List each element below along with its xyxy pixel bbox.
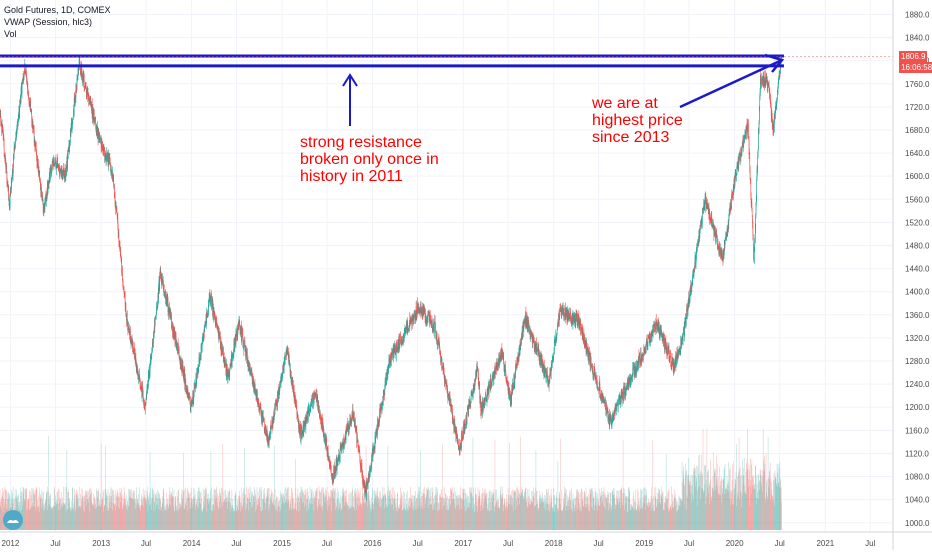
candle-body	[450, 395, 451, 403]
candle-body	[112, 173, 113, 174]
candle-body	[435, 331, 436, 335]
candle-body	[62, 166, 63, 169]
grid	[0, 0, 893, 532]
candle-body	[331, 467, 332, 475]
candle-body	[114, 184, 115, 192]
candle-body	[208, 316, 209, 317]
candle-body	[95, 119, 96, 125]
candle-body	[309, 414, 310, 415]
candle-body	[159, 275, 160, 291]
candle-body	[399, 339, 400, 342]
candle-body	[326, 440, 327, 447]
candle-body	[457, 438, 458, 439]
candle-body	[6, 167, 7, 170]
candle-body	[434, 322, 435, 333]
candle-body	[311, 402, 312, 403]
candle-body	[122, 269, 123, 280]
candle-body	[137, 369, 138, 370]
candle-body	[461, 435, 462, 449]
candle-body	[30, 102, 31, 109]
candle-body	[105, 153, 106, 155]
candle-body	[10, 198, 11, 208]
candle-body	[211, 296, 212, 302]
candle-body	[435, 323, 436, 330]
candle-body	[56, 170, 57, 171]
candle-body	[229, 368, 230, 375]
candle-body	[172, 327, 173, 328]
candle-body	[4, 143, 5, 156]
candle-body	[324, 433, 325, 440]
candle-body	[243, 340, 244, 348]
candle-body	[274, 418, 275, 419]
candle-body	[202, 341, 203, 347]
candle-body	[244, 347, 245, 348]
candle-body	[143, 391, 144, 398]
candle-body	[258, 399, 259, 401]
candle-body	[12, 179, 13, 182]
candle-body	[386, 377, 387, 385]
candle-body	[428, 316, 429, 322]
candle-body	[437, 338, 438, 341]
volume-bars	[0, 429, 782, 530]
candle-body	[52, 164, 53, 165]
candle-body	[107, 153, 108, 156]
candle-body	[84, 77, 85, 87]
candle-body	[64, 167, 65, 176]
candle-body	[414, 314, 415, 315]
candle-body	[123, 286, 124, 289]
candle-body	[45, 201, 46, 209]
candle-body	[429, 313, 430, 320]
candle-body	[422, 308, 423, 309]
candle-body	[344, 441, 345, 448]
candle-body	[15, 139, 16, 143]
candle-body	[85, 88, 86, 89]
candle-body	[226, 364, 227, 374]
volume-bar	[781, 501, 782, 530]
candle-body	[117, 207, 118, 212]
candle-body	[204, 326, 205, 332]
candle-body	[51, 170, 52, 171]
candle-body	[127, 323, 128, 325]
candle-body	[379, 411, 380, 422]
candle-body	[138, 376, 139, 377]
candle-body	[245, 339, 246, 345]
candle-body	[400, 334, 401, 340]
candle-body	[181, 358, 182, 367]
